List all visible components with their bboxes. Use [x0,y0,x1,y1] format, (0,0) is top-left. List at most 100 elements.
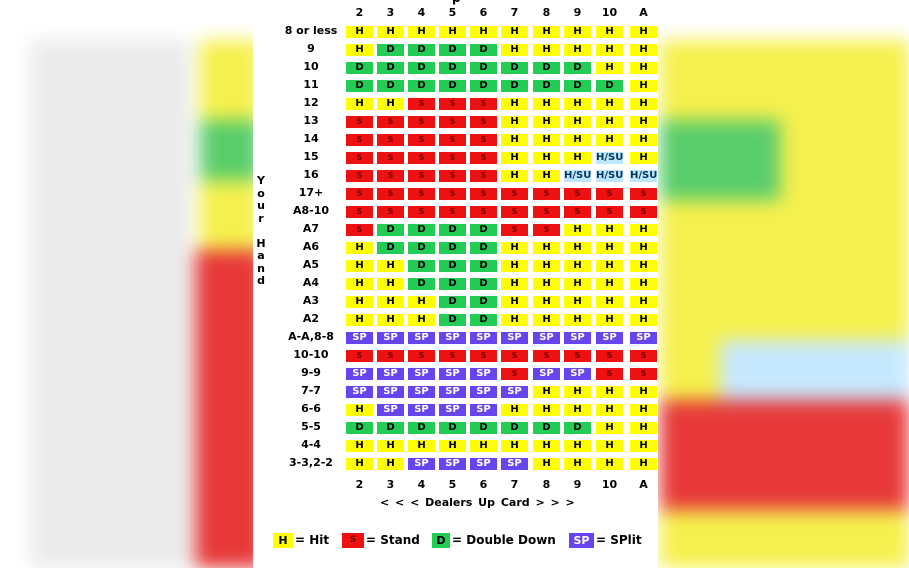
strategy-cell: S [469,97,498,111]
strategy-cell: SP [469,385,498,399]
strategy-cell: D [438,223,467,237]
strategy-cell: D [469,241,498,255]
strategy-cell: H [376,457,405,471]
strategy-cell: H [500,259,529,273]
strategy-cell: SP [500,385,529,399]
strategy-cell: S [500,187,529,201]
dealer-card-header: 7 [510,478,519,491]
dealer-card-header: A [639,6,648,19]
strategy-cell: SP [407,457,436,471]
strategy-cell: S [438,133,467,147]
hand-label: A8-10 [292,204,330,217]
dealer-card-header: 9 [573,6,582,19]
strategy-cell: D [407,259,436,273]
dealer-card-header: 6 [479,478,488,491]
hand-label: A6 [302,240,320,253]
strategy-cell: H [376,25,405,39]
strategy-cell: S [469,115,498,129]
dealer-card-header: 7 [510,6,519,19]
strategy-cell: S [438,187,467,201]
dealer-card-header: 8 [542,478,551,491]
strategy-cell: S [438,169,467,183]
legend-text: = Hit [295,533,330,547]
strategy-cell: H [345,313,374,327]
strategy-cell: S [629,205,658,219]
strategy-cell: S [407,133,436,147]
hand-label: A3 [302,294,320,307]
strategy-cell: H [595,277,624,291]
strategy-cell: H [500,403,529,417]
strategy-cell: S [629,349,658,363]
dealer-card-header: 4 [417,6,426,19]
strategy-cell: S [532,187,561,201]
strategy-cell: H [595,403,624,417]
strategy-cell: D [376,43,405,57]
strategy-cell: S [469,349,498,363]
strategy-cell: S [532,223,561,237]
strategy-cell: H [563,403,592,417]
strategy-cell: H [563,313,592,327]
strategy-cell: S [376,187,405,201]
strategy-cell: H [438,439,467,453]
strategy-cell: H [500,241,529,255]
strategy-cell: S [376,205,405,219]
strategy-cell: D [469,295,498,309]
dealer-card-header: 4 [417,478,426,491]
strategy-cell: SP [376,385,405,399]
strategy-cell: H [532,313,561,327]
strategy-cell: H [532,241,561,255]
strategy-cell: H [629,223,658,237]
hand-label: 8 or less [284,24,338,37]
strategy-cell: H [532,115,561,129]
legend-swatch: H [273,533,293,548]
vertical-letter: n [257,261,265,275]
strategy-cell: D [345,61,374,75]
strategy-cell: H [595,97,624,111]
vertical-letter: d [257,274,265,287]
strategy-cell: S [629,187,658,201]
hand-label: 15 [303,150,319,163]
strategy-cell: S [345,169,374,183]
strategy-cell: H [629,295,658,309]
dealer-card-header: A [639,478,648,491]
strategy-cell: SP [469,331,498,345]
hand-label: 5-5 [301,420,321,433]
hand-label: 6-6 [301,402,321,415]
strategy-cell: D [500,61,529,75]
strategy-cell: H [469,439,498,453]
strategy-cell: D [345,79,374,93]
strategy-cell: S [376,115,405,129]
strategy-cell: D [438,79,467,93]
strategy-cell: H [376,259,405,273]
strategy-cell: H [532,277,561,291]
strategy-cell: D [407,43,436,57]
strategy-cell: H [563,151,592,165]
strategy-cell: H [629,25,658,39]
strategy-cell: SP [500,457,529,471]
strategy-cell: H [532,25,561,39]
strategy-cell: S [500,367,529,381]
hand-label: 7-7 [301,384,321,397]
strategy-cell: H [629,403,658,417]
hand-label: A-A,8-8 [288,330,334,343]
strategy-cell: SP [469,457,498,471]
strategy-cell: S [407,205,436,219]
strategy-cell: S [345,133,374,147]
strategy-cell: D [376,241,405,255]
strategy-cell: S [629,367,658,381]
strategy-cell: SP [532,367,561,381]
strategy-cell: D [469,43,498,57]
strategy-cell: D [469,421,498,435]
strategy-cell: D [532,61,561,75]
strategy-cell: H [345,43,374,57]
strategy-cell: H [563,259,592,273]
legend-text: = Stand [366,533,420,547]
strategy-cell: H [345,295,374,309]
strategy-cell: H [532,439,561,453]
strategy-cell: SP [407,331,436,345]
hand-label: 4-4 [301,438,321,451]
strategy-cell: SP [345,385,374,399]
strategy-cell: H [345,97,374,111]
strategy-cell: D [532,79,561,93]
strategy-cell: SP [438,331,467,345]
